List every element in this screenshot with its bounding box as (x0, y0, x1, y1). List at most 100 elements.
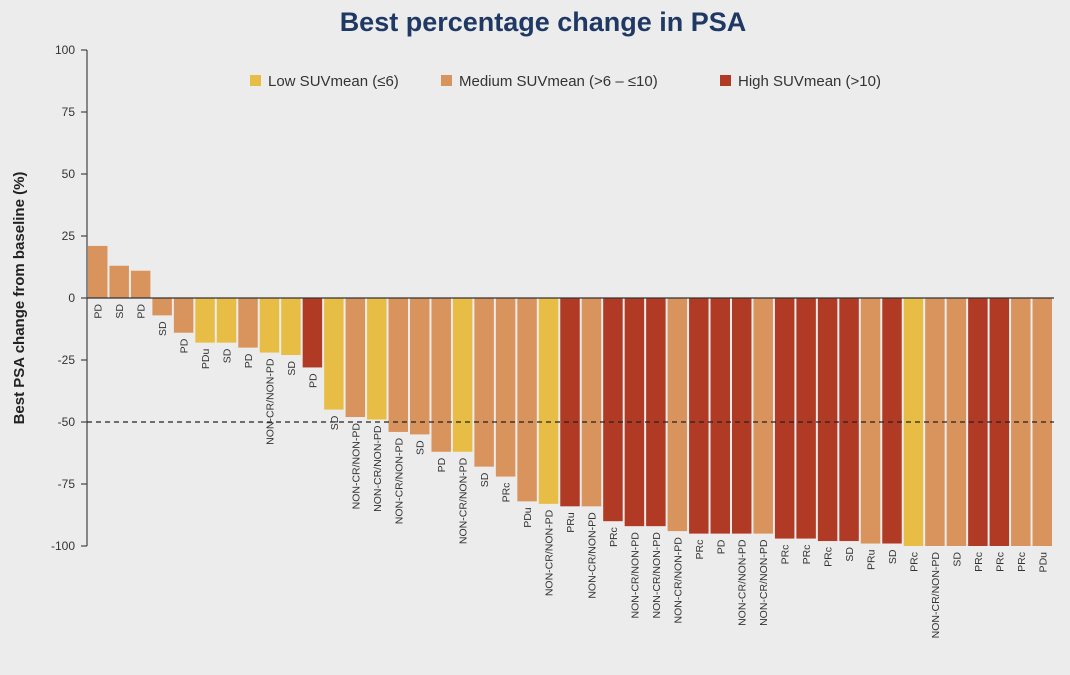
bar (88, 245, 108, 298)
bar-label: PRc (973, 552, 985, 572)
bar-label: PDu (200, 348, 212, 369)
bar (474, 298, 494, 467)
bar (689, 298, 709, 534)
bar-label: SD (114, 304, 126, 319)
bar (968, 298, 988, 546)
bar-label: SD (479, 472, 491, 487)
bar (259, 298, 280, 353)
bar (710, 298, 730, 534)
y-tick-label: 50 (62, 167, 76, 181)
y-tick-label: -25 (58, 353, 76, 367)
bar-label: SD (951, 552, 963, 567)
bar (367, 298, 387, 420)
bar (839, 298, 859, 542)
bar (817, 298, 838, 542)
bar-label: PRc (823, 547, 835, 567)
bar-label: PDu (1037, 552, 1049, 573)
bar-label: PD (243, 353, 255, 368)
bar-label: NON-CR/NON-PD (350, 423, 362, 510)
y-tick-label: 75 (62, 105, 76, 119)
bar-label: NON-CR/NON-PD (586, 512, 598, 599)
bar (130, 270, 151, 298)
bar (603, 298, 623, 522)
bar-label: SD (222, 348, 234, 363)
bar-label: PD (93, 304, 105, 319)
bar-label: PD (307, 373, 319, 388)
legend-swatch (441, 75, 452, 86)
bar (495, 298, 516, 477)
bar (388, 298, 408, 432)
legend-label: High SUVmean (>10) (738, 73, 881, 90)
bar (452, 298, 473, 452)
bar-label: SD (157, 321, 169, 336)
bar (281, 298, 301, 356)
bar-label: NON-CR/NON-PD (672, 537, 684, 624)
bar (431, 298, 451, 452)
bar-label: SD (329, 415, 341, 430)
legend-swatch (720, 75, 731, 86)
bar-label: PRc (501, 483, 513, 503)
bars (88, 245, 1052, 546)
bar-label: PRc (694, 540, 706, 560)
bar-label: PRc (608, 527, 620, 547)
bar (732, 298, 752, 534)
bar-label: NON-CR/NON-PD (264, 358, 276, 445)
y-axis-label: Best PSA change from baseline (%) (11, 172, 28, 425)
bar-label: PRc (801, 545, 813, 565)
bar-label: PRu (565, 512, 577, 533)
bar (109, 265, 129, 298)
bar-label: PRc (908, 552, 920, 572)
bar (410, 298, 430, 435)
legend-label: Medium SUVmean (>6 – ≤10) (459, 73, 658, 90)
bar-label: NON-CR/NON-PD (651, 532, 663, 619)
y-tick-label: -100 (51, 539, 75, 553)
bar-label: PD (715, 539, 727, 554)
bar-label: SD (286, 361, 298, 376)
bar (903, 298, 924, 546)
chart-title: Best percentage change in PSA (340, 7, 747, 37)
bar (753, 298, 773, 534)
bar (1011, 298, 1031, 546)
bar-label: NON-CR/NON-PD (737, 539, 749, 626)
bar-label: PD (436, 457, 448, 472)
bar-label: NON-CR/NON-PD (758, 539, 770, 626)
bar-label: PRc (994, 552, 1006, 572)
bar-label: SD (887, 549, 899, 564)
zero-line (87, 297, 1054, 423)
bar-label: PRc (780, 545, 792, 565)
legend: Low SUVmean (≤6) Medium SUVmean (>6 – ≤10… (250, 73, 881, 90)
bar-label: PDu (522, 507, 534, 528)
bar (667, 298, 688, 532)
bar-label: SD (844, 547, 856, 562)
bar-label: NON-CR/NON-PD (458, 457, 470, 544)
bar (624, 298, 645, 527)
bar-label: NON-CR/NON-PD (393, 438, 405, 525)
y-tick-label: 100 (55, 43, 75, 57)
bar (152, 298, 172, 316)
bar (517, 298, 537, 502)
bar (882, 298, 902, 544)
bar (195, 298, 215, 343)
bar-label: PRu (866, 549, 878, 570)
bar (560, 298, 580, 507)
y-tick-label: 25 (62, 229, 76, 243)
bar (796, 298, 816, 539)
bar (646, 298, 666, 527)
bar (345, 298, 366, 418)
bar-label: NON-CR/NON-PD (930, 552, 942, 639)
legend-label: Low SUVmean (≤6) (268, 73, 399, 90)
bar-labels: PD SD PD SD PD PDu SD PD NON-CR/NON-PD SD PD SD NON-… (93, 304, 1050, 639)
bar-label: PRc (1016, 552, 1028, 572)
bar (538, 298, 559, 504)
y-axis: 100 75 50 25 0 -25 -50 -75 -100 (51, 43, 88, 553)
bar (946, 298, 967, 546)
bar-label: PD (136, 304, 148, 319)
bar (324, 298, 344, 410)
bar-label: NON-CR/NON-PD (372, 425, 384, 512)
bar (216, 298, 237, 343)
y-tick-label: 0 (68, 291, 75, 305)
bar (238, 298, 258, 348)
bar-label: PD (179, 338, 191, 353)
